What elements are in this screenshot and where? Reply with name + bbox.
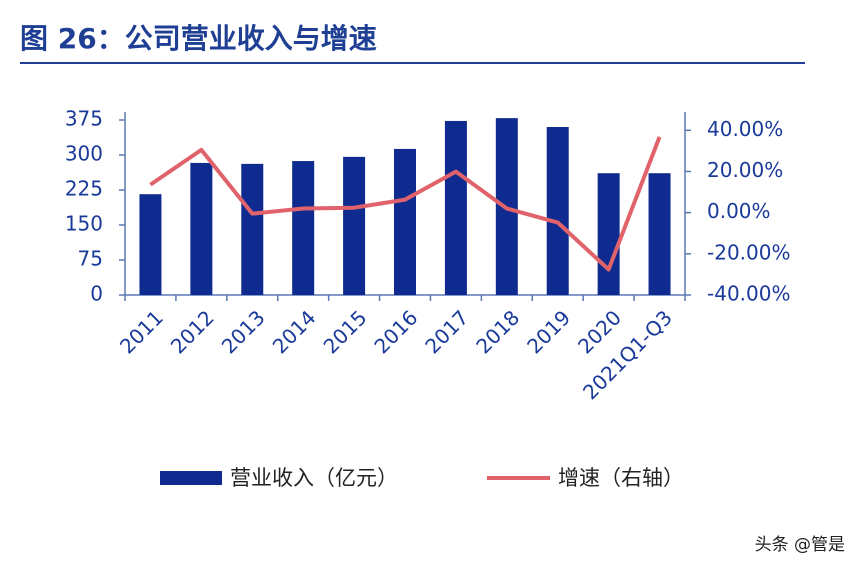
growth-line (149, 136, 662, 272)
x-tick-label: 2011 (115, 305, 168, 358)
x-tick-label: 2012 (166, 305, 219, 358)
y2-tick-label: -20.00% (707, 240, 790, 264)
legend-label: 增速（右轴） (558, 466, 684, 490)
bar (190, 162, 213, 295)
bar (394, 148, 416, 295)
legend-swatch (160, 471, 222, 485)
chart-title: 图 26：公司营业收入与增速 (20, 22, 377, 55)
x-tick-label: 2018 (471, 305, 524, 358)
bar (648, 173, 671, 295)
x-tick-label: 2013 (217, 305, 270, 358)
bar (241, 163, 264, 295)
x-tick-label: 2016 (369, 305, 422, 358)
bar (546, 127, 569, 295)
y-tick-label: 75 (78, 247, 103, 271)
y2-tick-label: -40.00% (707, 282, 790, 306)
x-tick-label: 2017 (420, 305, 473, 358)
y-tick-label: 150 (65, 212, 103, 236)
bar (597, 173, 620, 295)
legend-label: 营业收入（亿元） (230, 466, 398, 490)
x-tick-label: 2015 (319, 305, 372, 358)
bar (343, 156, 366, 295)
y2-tick-label: 20.00% (707, 158, 783, 182)
y-tick-label: 225 (65, 177, 103, 201)
y-tick-label: 375 (65, 107, 103, 131)
x-tick-label: 2014 (268, 305, 321, 358)
bar (292, 161, 315, 295)
watermark: 头条 @管是 (755, 535, 845, 555)
bar (139, 194, 162, 295)
y-tick-label: 0 (90, 282, 103, 306)
y2-tick-label: 0.00% (707, 199, 771, 223)
bar (444, 120, 467, 295)
x-tick-label: 2019 (522, 305, 575, 358)
y2-tick-label: 40.00% (707, 117, 783, 141)
y-tick-label: 300 (65, 142, 103, 166)
